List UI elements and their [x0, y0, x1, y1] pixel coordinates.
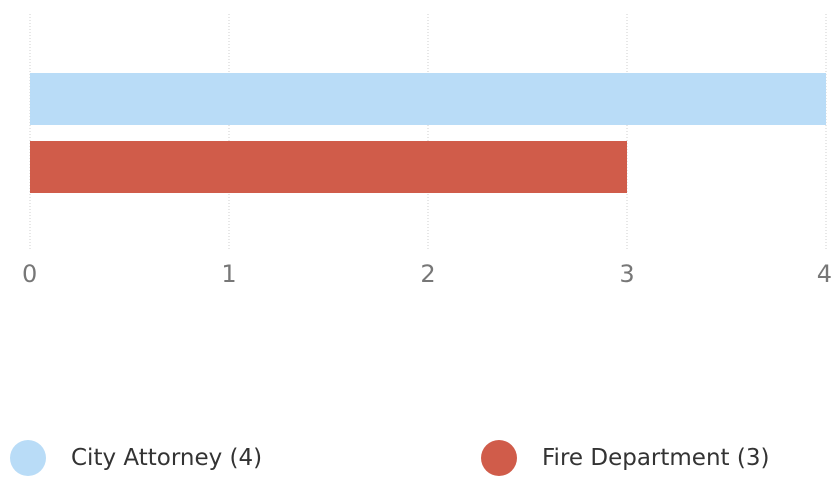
- bar-fire-department[interactable]: [30, 141, 627, 193]
- x-tick-label-0: 0: [22, 260, 37, 288]
- legend-label-fire-department: Fire Department (3): [542, 445, 770, 471]
- x-tick-label-3: 3: [619, 260, 634, 288]
- x-tick-label-4: 4: [817, 260, 832, 288]
- chart-svg: 0 1 2 3 4: [22, 14, 832, 288]
- x-tick-label-2: 2: [420, 260, 435, 288]
- x-tick-label-1: 1: [221, 260, 236, 288]
- bar-chart: 0 1 2 3 4: [22, 14, 832, 288]
- legend-item-city-attorney[interactable]: City Attorney (4): [10, 438, 262, 478]
- legend-swatch-city-attorney: [10, 440, 46, 476]
- legend-label-city-attorney: City Attorney (4): [71, 445, 263, 471]
- bars: [30, 73, 826, 193]
- legend-item-fire-department[interactable]: Fire Department (3): [481, 438, 769, 478]
- gridlines: [29, 14, 827, 250]
- bar-city-attorney[interactable]: [30, 73, 826, 125]
- legend-swatch-fire-department: [481, 440, 517, 476]
- legend: City Attorney (4) Fire Department (3): [0, 438, 833, 478]
- x-axis-ticks: 0 1 2 3 4: [22, 260, 832, 288]
